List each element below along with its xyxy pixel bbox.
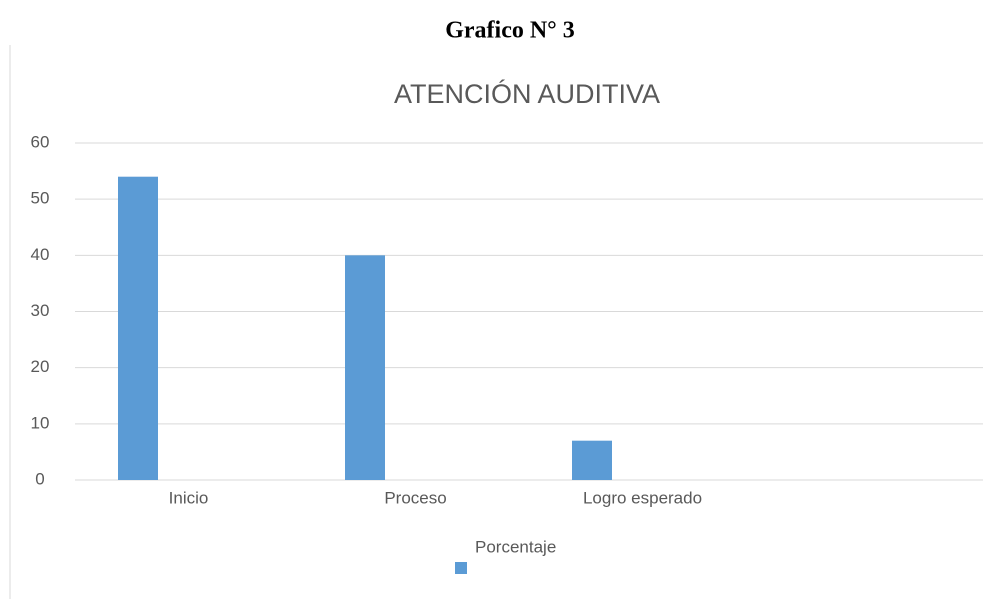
y-tick-label: 40	[31, 245, 50, 264]
bar	[572, 440, 612, 480]
y-tick-label: 0	[35, 469, 44, 488]
x-tick-label: Proceso	[384, 488, 446, 507]
y-tick-label: 50	[31, 189, 50, 208]
legend-label: Porcentaje	[475, 537, 556, 556]
x-tick-label: Inicio	[169, 488, 209, 507]
bar	[345, 255, 385, 480]
y-tick-label: 10	[31, 413, 50, 432]
y-tick-label: 60	[31, 132, 50, 151]
y-tick-label: 20	[31, 357, 50, 376]
chart-title: ATENCIÓN AUDITIVA	[394, 78, 660, 109]
heading: Grafico N° 3	[445, 18, 575, 44]
bar	[118, 176, 158, 480]
legend-swatch	[455, 562, 467, 574]
y-tick-label: 30	[31, 301, 50, 320]
x-tick-label: Logro esperado	[583, 488, 702, 507]
